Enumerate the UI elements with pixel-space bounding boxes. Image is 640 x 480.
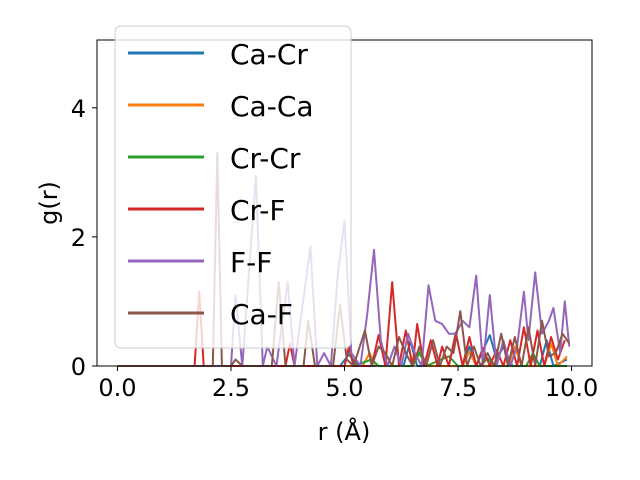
x-tick-label: 2.5 — [212, 374, 250, 402]
x-axis: 0.0 2.5 5.0 7.5 10.0 — [98, 366, 598, 402]
y-tick-label: 0 — [71, 353, 86, 381]
legend-label-cr-cr: Cr-Cr — [230, 142, 301, 175]
y-axis: 0 2 4 — [71, 95, 97, 381]
x-axis-label: r (Å) — [318, 417, 371, 446]
legend-label-cr-f: Cr-F — [230, 194, 285, 227]
legend-label-ca-f: Ca-F — [230, 298, 293, 331]
x-tick-label: 10.0 — [545, 374, 598, 402]
y-axis-label: g(r) — [35, 181, 63, 225]
y-tick-label: 4 — [71, 95, 86, 123]
legend-label-f-f: F-F — [230, 246, 272, 279]
y-tick-label: 2 — [71, 224, 86, 252]
x-tick-label: 0.0 — [98, 374, 136, 402]
x-tick-label: 5.0 — [325, 374, 363, 402]
legend-label-ca-cr: Ca-Cr — [230, 38, 308, 71]
legend: Ca-Cr Ca-Ca Cr-Cr Cr-F F-F Ca-F — [114, 25, 352, 349]
legend-label-ca-ca: Ca-Ca — [230, 90, 314, 123]
x-tick-label: 7.5 — [439, 374, 477, 402]
